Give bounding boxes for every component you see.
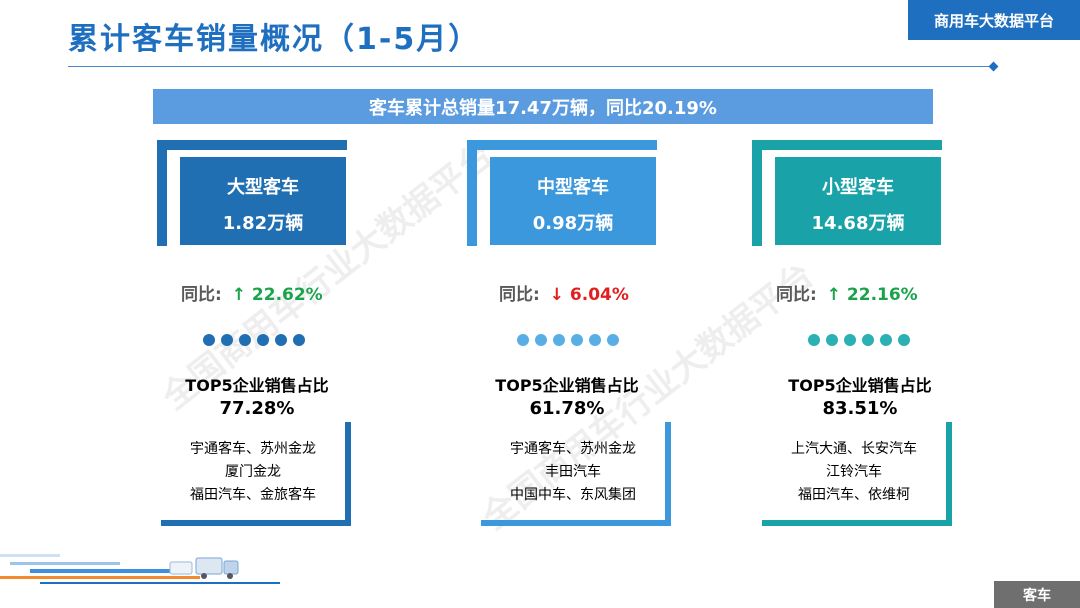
list-item: 宇通客车、苏州金龙 xyxy=(190,441,316,457)
top5-share: TOP5企业销售占比 61.78% xyxy=(447,372,687,419)
yoy-label: 同比: xyxy=(499,285,540,305)
segment-name: 大型客车 xyxy=(227,177,299,198)
company-list: 宇通客车、苏州金龙 厦门金龙 福田汽车、金旅客车 xyxy=(161,438,345,507)
list-item: 厦门金龙 xyxy=(225,464,281,480)
segment-volume: 0.98万辆 xyxy=(532,213,614,234)
category-tag: 客车 xyxy=(994,581,1080,608)
list-item: 上汽大通、长安汽车 xyxy=(791,441,917,457)
list-item: 福田汽车、金旅客车 xyxy=(190,487,316,503)
dot-divider xyxy=(808,334,910,346)
yoy-row: 同比: ↓ 6.04% xyxy=(499,280,629,305)
yoy-value: 6.04% xyxy=(569,285,629,305)
platform-badge: 商用车大数据平台 xyxy=(908,0,1080,40)
top5-percent: 77.28% xyxy=(219,398,295,419)
truck-decoration-icon xyxy=(0,554,280,584)
list-item: 福田汽车、依维柯 xyxy=(798,487,910,503)
yoy-row: 同比: ↑ 22.16% xyxy=(776,280,918,305)
company-list: 上汽大通、长安汽车 江铃汽车 福田汽车、依维柯 xyxy=(762,438,946,507)
arrow-up-icon: ↑ xyxy=(231,285,246,305)
page-title: 累计客车销量概况（1-5月） xyxy=(68,22,481,57)
list-item: 中国中车、东风集团 xyxy=(510,487,636,503)
list-item: 宇通客车、苏州金龙 xyxy=(510,441,636,457)
top5-label: TOP5企业销售占比 xyxy=(185,376,329,395)
top5-share: TOP5企业销售占比 83.51% xyxy=(740,372,980,419)
yoy-value: 22.16% xyxy=(846,285,918,305)
dot-divider xyxy=(517,334,619,346)
company-list-frame: 宇通客车、苏州金龙 丰田汽车 中国中车、东风集团 xyxy=(481,422,671,526)
yoy-row: 同比: ↑ 22.62% xyxy=(181,280,323,305)
top5-percent: 83.51% xyxy=(822,398,898,419)
segment-card: 小型客车 14.68万辆 xyxy=(775,157,941,245)
company-list-frame: 宇通客车、苏州金龙 厦门金龙 福田汽车、金旅客车 xyxy=(161,422,351,526)
yoy-value: 22.62% xyxy=(251,285,323,305)
card-frame xyxy=(157,140,347,246)
top5-percent: 61.78% xyxy=(529,398,605,419)
company-list: 宇通客车、苏州金龙 丰田汽车 中国中车、东风集团 xyxy=(481,438,665,507)
top5-label: TOP5企业销售占比 xyxy=(788,376,932,395)
list-item: 丰田汽车 xyxy=(545,464,601,480)
company-list-frame: 上汽大通、长安汽车 江铃汽车 福田汽车、依维柯 xyxy=(762,422,952,526)
arrow-up-icon: ↑ xyxy=(826,285,841,305)
segment-card: 中型客车 0.98万辆 xyxy=(490,157,656,245)
card-frame xyxy=(467,140,657,246)
segment-name: 小型客车 xyxy=(822,177,894,198)
list-item: 江铃汽车 xyxy=(826,464,882,480)
title-divider xyxy=(68,66,994,67)
segment-card: 大型客车 1.82万辆 xyxy=(180,157,346,245)
divider-end-marker xyxy=(988,61,999,72)
segment-name: 中型客车 xyxy=(537,177,609,198)
yoy-label: 同比: xyxy=(181,285,222,305)
segment-volume: 1.82万辆 xyxy=(222,213,304,234)
card-frame xyxy=(752,140,942,246)
segment-volume: 14.68万辆 xyxy=(811,213,905,234)
top5-share: TOP5企业销售占比 77.28% xyxy=(137,372,377,419)
arrow-down-icon: ↓ xyxy=(549,285,564,305)
yoy-label: 同比: xyxy=(776,285,817,305)
dot-divider xyxy=(203,334,305,346)
top5-label: TOP5企业销售占比 xyxy=(495,376,639,395)
summary-banner: 客车累计总销量17.47万辆，同比20.19% xyxy=(153,89,933,124)
